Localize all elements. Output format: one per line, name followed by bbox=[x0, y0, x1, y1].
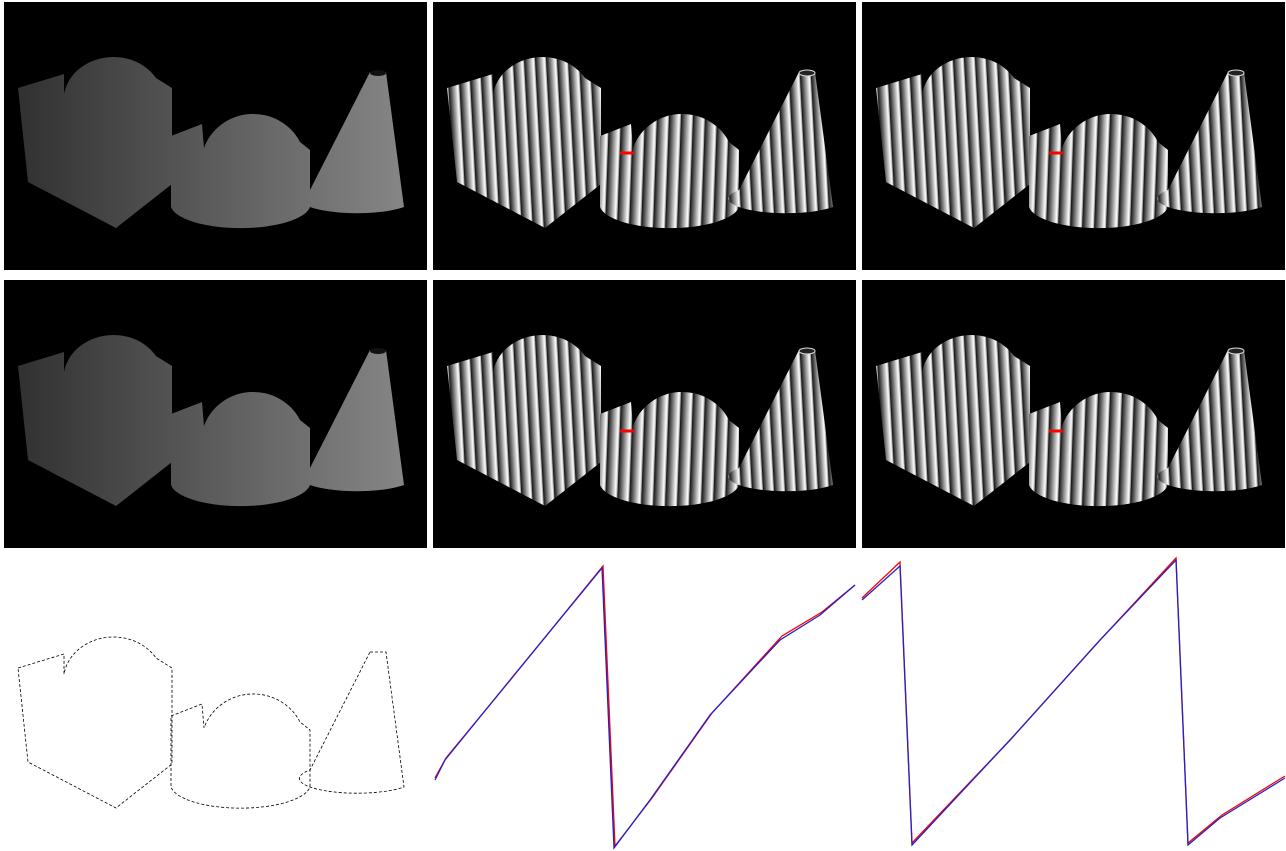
page: (() => { const data = JSON.parse(documen… bbox=[0, 0, 1286, 851]
fringe-image bbox=[433, 280, 856, 548]
profile-line bbox=[435, 566, 855, 846]
profile-line bbox=[862, 560, 1285, 845]
fringe-image bbox=[862, 280, 1285, 548]
fringe-image bbox=[862, 2, 1285, 270]
depth-map bbox=[4, 2, 427, 270]
fringe-image bbox=[433, 2, 856, 270]
figure bbox=[0, 0, 1286, 851]
profile-plot bbox=[435, 566, 855, 848]
edge-map bbox=[18, 637, 404, 808]
profile-plot bbox=[862, 558, 1285, 845]
profile-line bbox=[435, 568, 855, 848]
profile-line bbox=[862, 558, 1285, 843]
depth-map bbox=[4, 280, 427, 548]
